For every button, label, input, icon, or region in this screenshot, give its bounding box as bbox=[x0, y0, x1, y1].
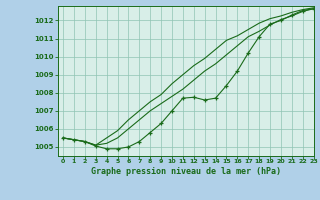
X-axis label: Graphe pression niveau de la mer (hPa): Graphe pression niveau de la mer (hPa) bbox=[91, 167, 281, 176]
